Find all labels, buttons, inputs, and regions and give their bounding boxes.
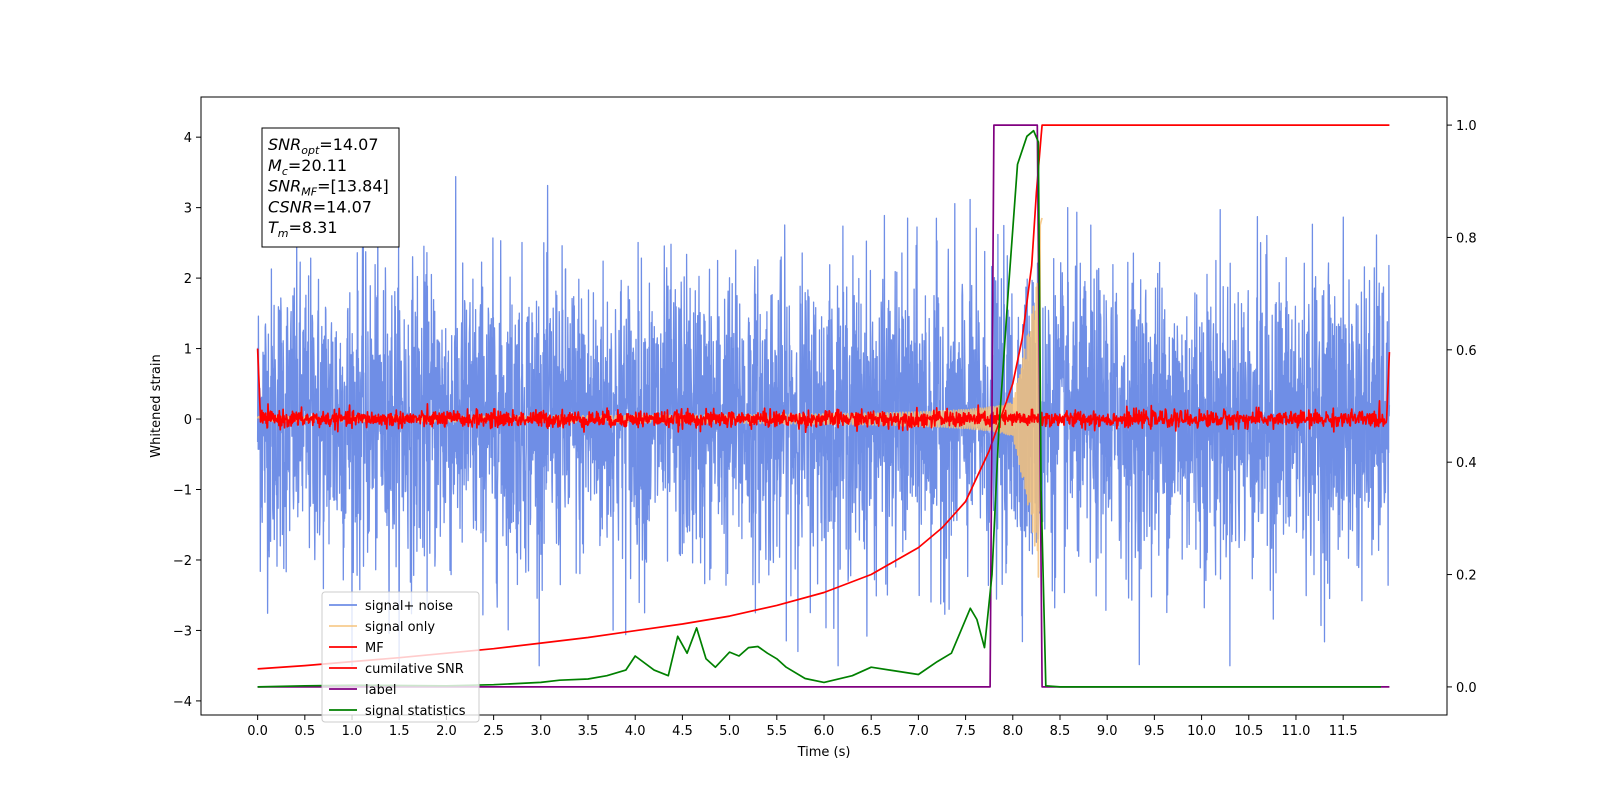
x-axis-ticks: 0.0 0.5 1.0 1.5 2.0 2.5 3.0 3.5 4.0 4.5 5.0 5.5 6.0 6… bbox=[247, 715, 1358, 739]
x-tick-label: 4.5 bbox=[672, 724, 693, 739]
y-left-tick-label: −1 bbox=[173, 484, 192, 499]
x-tick-label: 8.5 bbox=[1050, 724, 1071, 739]
annotation-line: Mc=20.11 bbox=[268, 156, 347, 178]
x-tick-label: 3.0 bbox=[530, 724, 551, 739]
x-tick-label: 11.0 bbox=[1281, 724, 1310, 739]
series-line-signal-statistics bbox=[257, 129, 1381, 688]
annotation-line: Tm=8.31 bbox=[268, 218, 338, 240]
x-tick-label: 2.0 bbox=[436, 724, 457, 739]
legend-label-cumilative-snr: cumilative SNR bbox=[365, 662, 464, 677]
y-left-tick-label: −2 bbox=[173, 554, 192, 569]
x-axis-label: Time (s) bbox=[797, 745, 851, 760]
y-right-tick-label: 0.4 bbox=[1456, 456, 1477, 471]
annotation-line: SNRopt=14.07 bbox=[268, 135, 379, 157]
x-tick-label: 10.5 bbox=[1234, 724, 1263, 739]
legend-label-mf: MF bbox=[365, 641, 384, 656]
x-tick-label: 1.0 bbox=[342, 724, 363, 739]
y-axis-left-ticks: −4 −3 −2 −1 0 1 2 3 4 bbox=[173, 131, 201, 710]
y-right-tick-label: 0.2 bbox=[1456, 569, 1477, 584]
y-left-tick-label: 0 bbox=[184, 413, 192, 428]
x-tick-label: 10.0 bbox=[1187, 724, 1216, 739]
annotation-frame bbox=[261, 127, 400, 248]
x-tick-label: 6.5 bbox=[861, 724, 882, 739]
legend-label-signal-statistics: signal statistics bbox=[365, 704, 466, 719]
x-tick-label: 0.5 bbox=[294, 724, 315, 739]
y-left-tick-label: 1 bbox=[184, 343, 192, 358]
y-axis-right-ticks: 0.0 0.2 0.4 0.6 0.8 1.0 bbox=[1447, 119, 1477, 696]
x-tick-label: 2.5 bbox=[483, 724, 504, 739]
annotation-line: CSNR=14.07 bbox=[268, 197, 372, 216]
x-tick-label: 7.0 bbox=[908, 724, 929, 739]
legend-label-signal-only: signal only bbox=[365, 620, 435, 635]
x-tick-label: 9.0 bbox=[1097, 724, 1118, 739]
series-line-mf bbox=[256, 348, 1391, 434]
x-tick-label: 8.0 bbox=[1002, 724, 1023, 739]
legend-frame bbox=[321, 591, 480, 723]
x-tick-label: 7.5 bbox=[955, 724, 976, 739]
y-right-tick-label: 1.0 bbox=[1456, 119, 1477, 134]
x-tick-label: 6.0 bbox=[814, 724, 835, 739]
annotation-box: SNRopt=14.07Mc=20.11SNRMF=[13.84]CSNR=14… bbox=[261, 127, 400, 248]
y-left-tick-label: 3 bbox=[184, 202, 192, 217]
annotation-line: SNRMF=[13.84] bbox=[268, 177, 389, 199]
x-tick-label: 1.5 bbox=[389, 724, 410, 739]
x-tick-label: 11.5 bbox=[1329, 724, 1358, 739]
y-left-tick-label: 2 bbox=[184, 272, 192, 287]
y-axis-left-label: Whitened strain bbox=[149, 354, 164, 457]
x-tick-label: 5.5 bbox=[766, 724, 787, 739]
legend-label-signal-noise: signal+ noise bbox=[365, 599, 453, 614]
legend-label-label: label bbox=[365, 683, 396, 698]
y-left-tick-label: −3 bbox=[173, 624, 192, 639]
x-tick-label: 3.5 bbox=[578, 724, 599, 739]
x-tick-label: 0.0 bbox=[247, 724, 268, 739]
y-right-tick-label: 0.6 bbox=[1456, 344, 1477, 359]
y-left-tick-label: −4 bbox=[173, 695, 192, 710]
x-tick-label: 4.0 bbox=[625, 724, 646, 739]
x-tick-label: 9.5 bbox=[1144, 724, 1165, 739]
legend: signal+ noise signal only MF cumilative SNR… bbox=[321, 591, 480, 723]
y-right-tick-label: 0.8 bbox=[1456, 231, 1477, 246]
y-right-tick-label: 0.0 bbox=[1456, 681, 1477, 696]
y-left-tick-label: 4 bbox=[184, 131, 192, 146]
x-tick-label: 5.0 bbox=[719, 724, 740, 739]
